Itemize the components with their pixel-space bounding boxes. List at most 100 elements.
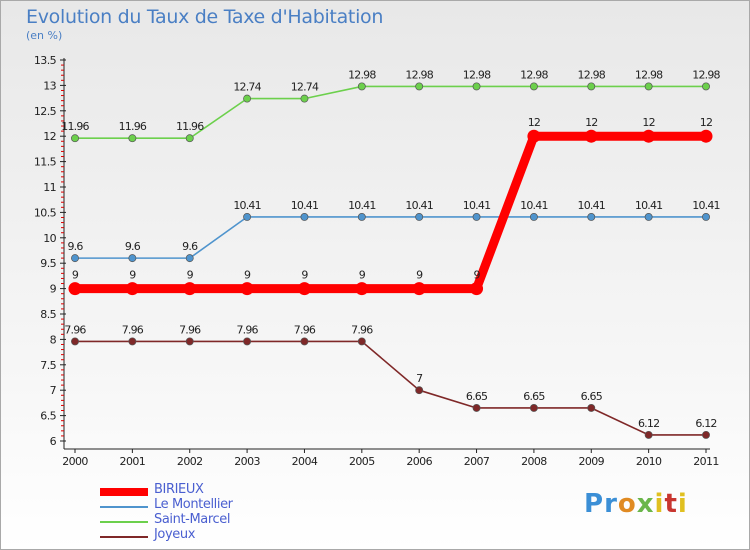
data-label: 7.96 <box>294 323 316 336</box>
y-tick-label: 8 <box>50 333 57 346</box>
data-point <box>128 337 137 346</box>
data-label: 12.98 <box>463 68 491 81</box>
data-point <box>702 213 710 221</box>
x-tick-label: 2009 <box>578 455 604 468</box>
legend-label: BIRIEUX <box>154 482 204 497</box>
legend-label: Saint-Marcel <box>154 512 231 527</box>
data-label: 12.98 <box>635 68 663 81</box>
data-label: 10.41 <box>635 199 663 212</box>
data-label: 9.6 <box>182 240 198 253</box>
y-tick-label: 6 <box>50 435 57 448</box>
data-label: 9 <box>473 269 480 282</box>
x-tick-label: 2004 <box>292 455 318 468</box>
legend-label: Le Montellier <box>154 497 233 512</box>
data-point <box>300 94 309 103</box>
data-point <box>587 213 596 221</box>
data-label: 11.96 <box>176 120 204 133</box>
data-point <box>243 94 252 103</box>
data-label: 12.98 <box>520 68 548 81</box>
y-tick-label: 13.5 <box>34 54 57 67</box>
chart-unit-label: (en %) <box>26 29 63 42</box>
data-label: 6.65 <box>523 390 545 403</box>
data-point <box>71 254 79 263</box>
data-point <box>71 337 79 346</box>
data-point <box>297 282 311 296</box>
data-label: 12 <box>528 116 540 129</box>
data-point <box>587 404 596 412</box>
x-tick-label: 2003 <box>234 455 260 468</box>
data-point <box>357 213 366 221</box>
data-point <box>125 282 139 296</box>
data-label: 9.6 <box>67 240 83 253</box>
data-point <box>470 282 484 296</box>
data-label: 12 <box>585 116 597 129</box>
data-point <box>243 213 252 221</box>
data-label: 9.6 <box>125 240 141 253</box>
legend-swatch <box>100 506 148 508</box>
chart-legend: BIRIEUX Le Montellier Saint-Marcel Joyeux <box>100 482 320 544</box>
data-point <box>68 282 82 296</box>
data-point <box>300 213 309 221</box>
data-point <box>472 404 481 412</box>
y-tick-label: 6.5 <box>40 410 56 423</box>
data-label: 7 <box>416 372 423 385</box>
data-label: 10.41 <box>578 199 606 212</box>
data-label: 12.74 <box>233 81 261 94</box>
x-tick-label: 2010 <box>636 455 662 468</box>
data-point <box>355 282 369 296</box>
x-tick-label: 2006 <box>406 455 432 468</box>
data-label: 9 <box>244 269 251 282</box>
data-point <box>527 129 541 143</box>
data-point <box>702 430 710 439</box>
data-point <box>300 337 309 346</box>
y-tick-label: 11.5 <box>34 156 57 169</box>
y-tick-label: 12 <box>43 130 56 143</box>
y-tick-label: 13 <box>43 79 56 92</box>
data-label: 12.98 <box>348 68 376 81</box>
data-point <box>185 254 194 263</box>
data-point <box>185 337 194 346</box>
data-point <box>415 386 424 395</box>
data-point <box>699 129 713 143</box>
x-tick-label: 2007 <box>464 455 490 468</box>
data-label: 7.96 <box>236 323 258 336</box>
x-tick-label: 2001 <box>120 455 146 468</box>
data-label: 6.65 <box>581 390 603 403</box>
data-point <box>644 430 653 439</box>
legend-swatch <box>100 488 148 496</box>
series-line-3 <box>74 340 707 436</box>
y-tick-label: 12.5 <box>34 105 57 118</box>
data-point <box>644 213 653 221</box>
series-line-1 <box>74 216 707 259</box>
data-label: 7.96 <box>122 323 144 336</box>
data-point <box>412 282 426 296</box>
data-label: 10.41 <box>463 199 491 212</box>
data-point <box>529 404 538 412</box>
y-tick-label: 7.5 <box>40 359 56 372</box>
chart-title: Evolution du Taux de Taxe d'Habitation <box>26 6 384 28</box>
y-tick-label: 9 <box>50 283 57 296</box>
x-tick-label: 2008 <box>521 455 547 468</box>
data-label: 9 <box>416 269 423 282</box>
y-tick-label: 11 <box>43 181 56 194</box>
data-label: 6.12 <box>695 417 716 430</box>
legend-item: Joyeux <box>100 527 320 544</box>
data-label: 10.41 <box>233 199 261 212</box>
data-label: 12.98 <box>578 68 606 81</box>
legend-item: Saint-Marcel <box>100 512 320 529</box>
data-label: 12.74 <box>291 81 319 94</box>
data-point <box>529 82 538 91</box>
data-point <box>240 282 254 296</box>
data-point <box>128 134 137 143</box>
data-label: 6.65 <box>466 390 488 403</box>
legend-item: BIRIEUX <box>100 482 320 499</box>
legend-label: Joyeux <box>154 527 196 542</box>
data-label: 10.41 <box>348 199 376 212</box>
data-point <box>584 129 598 143</box>
data-label: 9 <box>359 269 366 282</box>
data-point <box>702 82 710 91</box>
data-point <box>415 213 424 221</box>
data-point <box>644 82 653 91</box>
